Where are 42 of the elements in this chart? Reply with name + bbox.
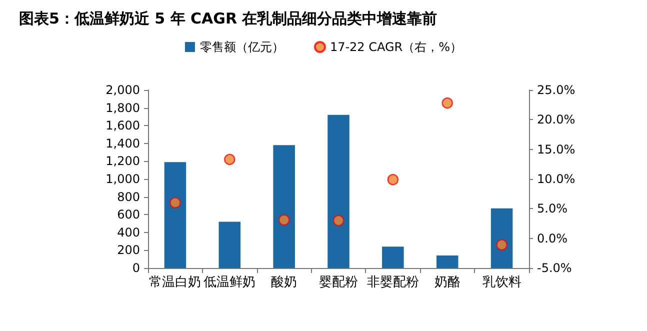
point xyxy=(496,239,508,250)
point xyxy=(278,214,290,226)
y2-tick-label: -5.0% xyxy=(537,261,572,275)
bar xyxy=(164,162,186,268)
y-tick-label: 1,000 xyxy=(106,172,140,186)
y-tick-label: 600 xyxy=(117,208,140,222)
chart-title: 图表5：低温鲜奶近 5 年 CAGR 在乳制品细分品类中增速靠前 xyxy=(19,10,438,28)
y-tick-label: 1,400 xyxy=(106,136,140,150)
x-tick-label: 非婴配粉 xyxy=(366,275,419,290)
point xyxy=(170,197,181,208)
y-tick-label: 200 xyxy=(117,243,140,258)
point xyxy=(224,154,236,166)
x-tick-label: 酸奶 xyxy=(271,275,298,290)
y-tick-label: 800 xyxy=(117,190,140,204)
x-tick-label: 低温鲜奶 xyxy=(204,275,256,290)
y2-tick-label: 15.0% xyxy=(537,142,576,156)
y-tick-label: 1,800 xyxy=(106,100,140,115)
bar xyxy=(490,208,513,268)
bar xyxy=(218,222,241,268)
point xyxy=(387,174,399,186)
y2-tick-label: 25.0% xyxy=(537,83,576,97)
bar xyxy=(436,256,458,268)
y2-tick-label: 20.0% xyxy=(537,112,576,127)
y-tick-label: 400 xyxy=(117,225,140,240)
y2-tick-label: 10.0% xyxy=(537,172,576,186)
bar xyxy=(328,114,350,268)
y-tick-label: 2,000 xyxy=(106,83,140,97)
bar xyxy=(273,145,295,268)
point xyxy=(332,214,344,226)
x-tick-label: 常温白奶 xyxy=(149,275,202,290)
bar xyxy=(382,246,404,268)
y2-tick-label: 5.0% xyxy=(537,202,568,216)
point xyxy=(442,97,453,109)
y-tick-label: 1,600 xyxy=(106,118,140,133)
x-tick-label: 乳饮料 xyxy=(482,275,522,290)
y2-tick-label: 0.0% xyxy=(537,231,568,246)
y-tick-label: 1,200 xyxy=(106,154,140,168)
legend-label: 零售额（亿元） xyxy=(200,40,284,54)
legend-label: 17-22 CAGR（右，%） xyxy=(330,40,462,54)
y-tick-label: 0 xyxy=(132,261,140,275)
x-tick-label: 奶酪 xyxy=(434,275,460,290)
x-tick-label: 婴配粉 xyxy=(319,275,358,290)
